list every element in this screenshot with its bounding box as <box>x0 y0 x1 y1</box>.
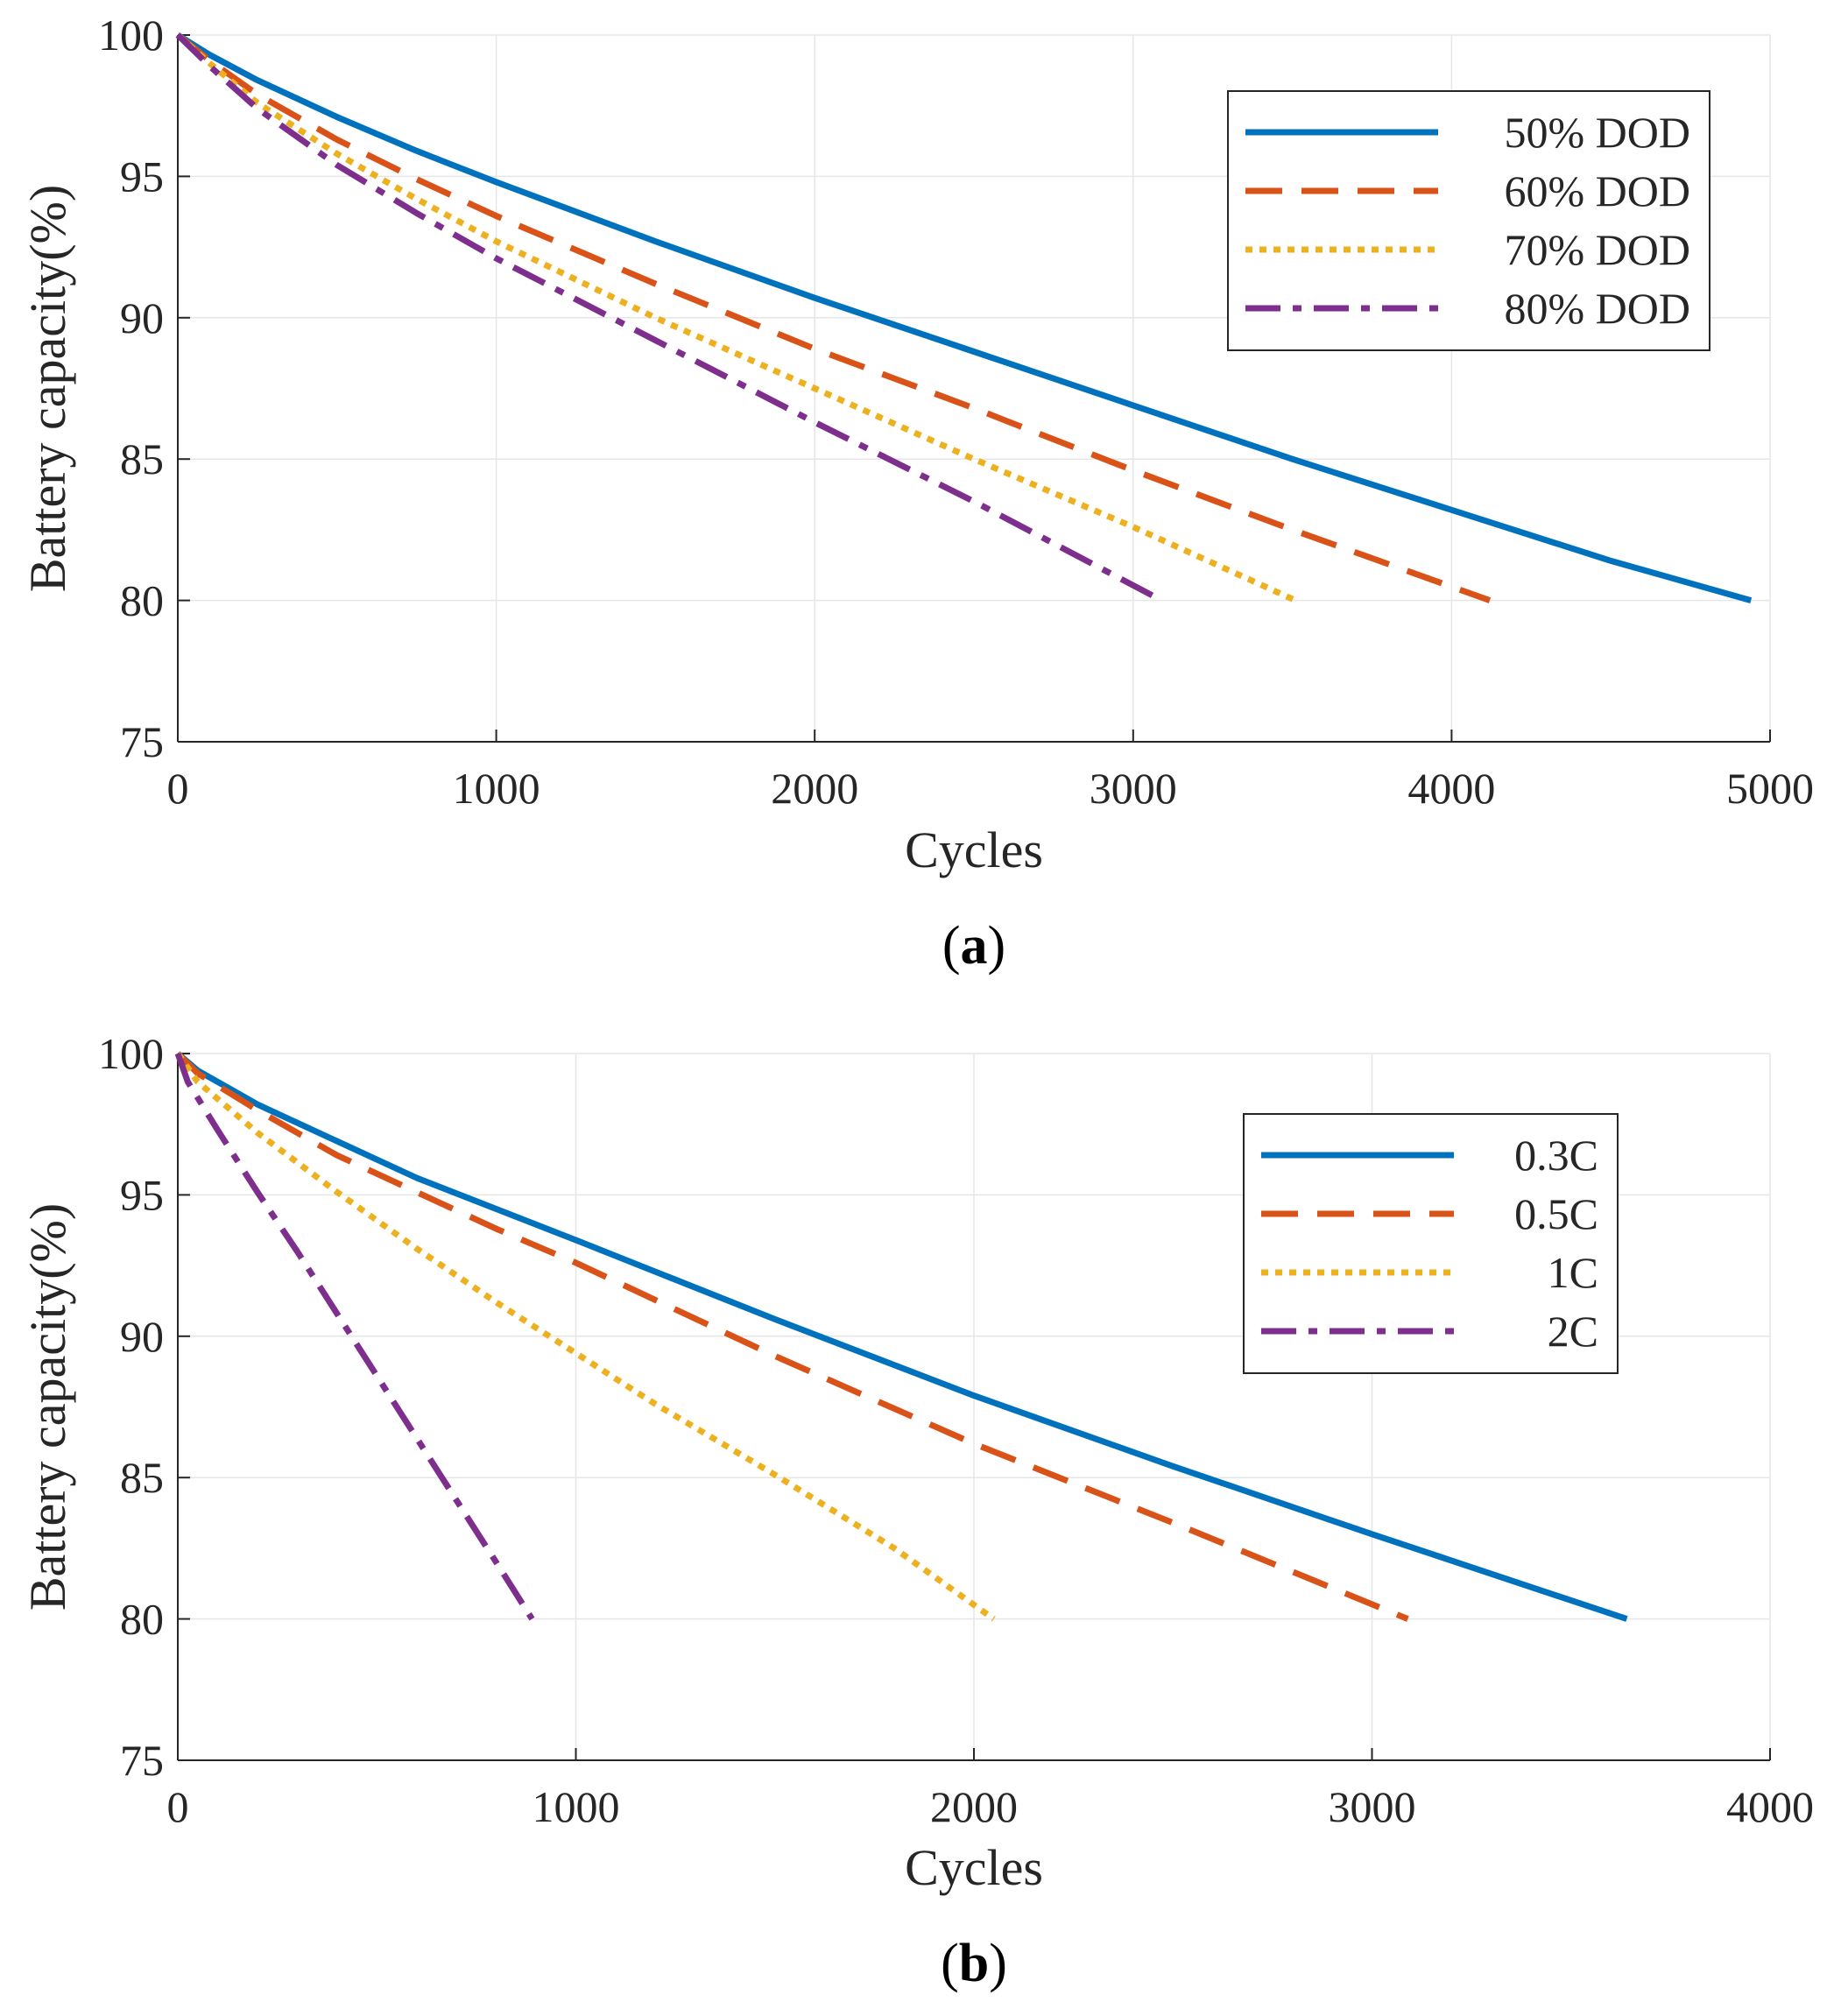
panel-b: 0 1000 2000 3000 4000 75 80 85 90 95 100 Cycles Batt… <box>19 1029 1814 1993</box>
x-tick-label: 0 <box>167 764 189 813</box>
y-tick-label: 95 <box>120 1170 164 1219</box>
panel-caption-letter: a <box>961 916 988 976</box>
y-tick-label: 90 <box>120 1312 164 1361</box>
x-tick-label: 1000 <box>533 1782 620 1831</box>
panel-a: 0 1000 2000 3000 4000 5000 75 80 85 90 95 100 Cycles… <box>19 11 1814 976</box>
x-tick-label: 2000 <box>771 764 858 813</box>
x-tick-label: 5000 <box>1726 764 1814 813</box>
x-tick-label: 4000 <box>1726 1782 1814 1831</box>
x-axis-title: Cycles <box>905 821 1043 878</box>
y-tick-label: 100 <box>98 1029 164 1078</box>
y-tick-label: 75 <box>120 717 164 766</box>
y-tick-label: 90 <box>120 293 164 342</box>
series-line-0-3c <box>175 1051 1628 1622</box>
x-tick-label: 4000 <box>1407 764 1495 813</box>
y-tick-label: 80 <box>120 1595 164 1644</box>
legend-label: 0.3C <box>1514 1131 1598 1180</box>
x-tick-label: 3000 <box>1090 764 1177 813</box>
series-line-70-dod <box>175 32 1297 603</box>
series-line-60-dod <box>175 32 1492 603</box>
y-tick-label: 75 <box>120 1736 164 1785</box>
legend-label: 2C <box>1548 1307 1598 1356</box>
legend: 0.3C 0.5C 1C 2C <box>1243 1113 1619 1374</box>
x-axis-title: Cycles <box>905 1839 1043 1896</box>
y-tick-label: 100 <box>98 11 164 60</box>
legend-label: 0.5C <box>1514 1189 1598 1238</box>
series-line-80-dod <box>175 32 1164 603</box>
legend-label: 60% DOD <box>1505 166 1690 215</box>
panel-caption: (a) <box>942 916 1005 976</box>
series-line-2c <box>174 1052 535 1621</box>
y-axis-title: Battery capacity(%) <box>19 1203 76 1611</box>
y-tick-label: 95 <box>120 152 164 201</box>
x-tick-label: 1000 <box>453 764 540 813</box>
legend-label: 70% DOD <box>1505 225 1690 274</box>
y-tick-label: 85 <box>120 434 164 483</box>
x-tick-label: 2000 <box>930 1782 1018 1831</box>
panel-caption-letter: b <box>959 1934 989 1993</box>
series-line-0-5c <box>175 1051 1409 1622</box>
y-tick-label: 80 <box>120 576 164 625</box>
series-line-1c <box>175 1051 996 1622</box>
panel-caption: (b) <box>941 1934 1007 1993</box>
y-axis-title: Battery capacity(%) <box>19 185 76 592</box>
x-tick-label: 0 <box>167 1782 189 1831</box>
y-tick-label: 85 <box>120 1453 164 1502</box>
legend-label: 1C <box>1548 1248 1598 1297</box>
legend: 50% DOD 60% DOD 70% DOD 80% DOD <box>1227 90 1711 351</box>
legend-label: 50% DOD <box>1505 108 1690 157</box>
x-tick-label: 3000 <box>1329 1782 1416 1831</box>
series-line-50-dod <box>176 32 1753 603</box>
legend-label: 80% DOD <box>1505 284 1690 333</box>
